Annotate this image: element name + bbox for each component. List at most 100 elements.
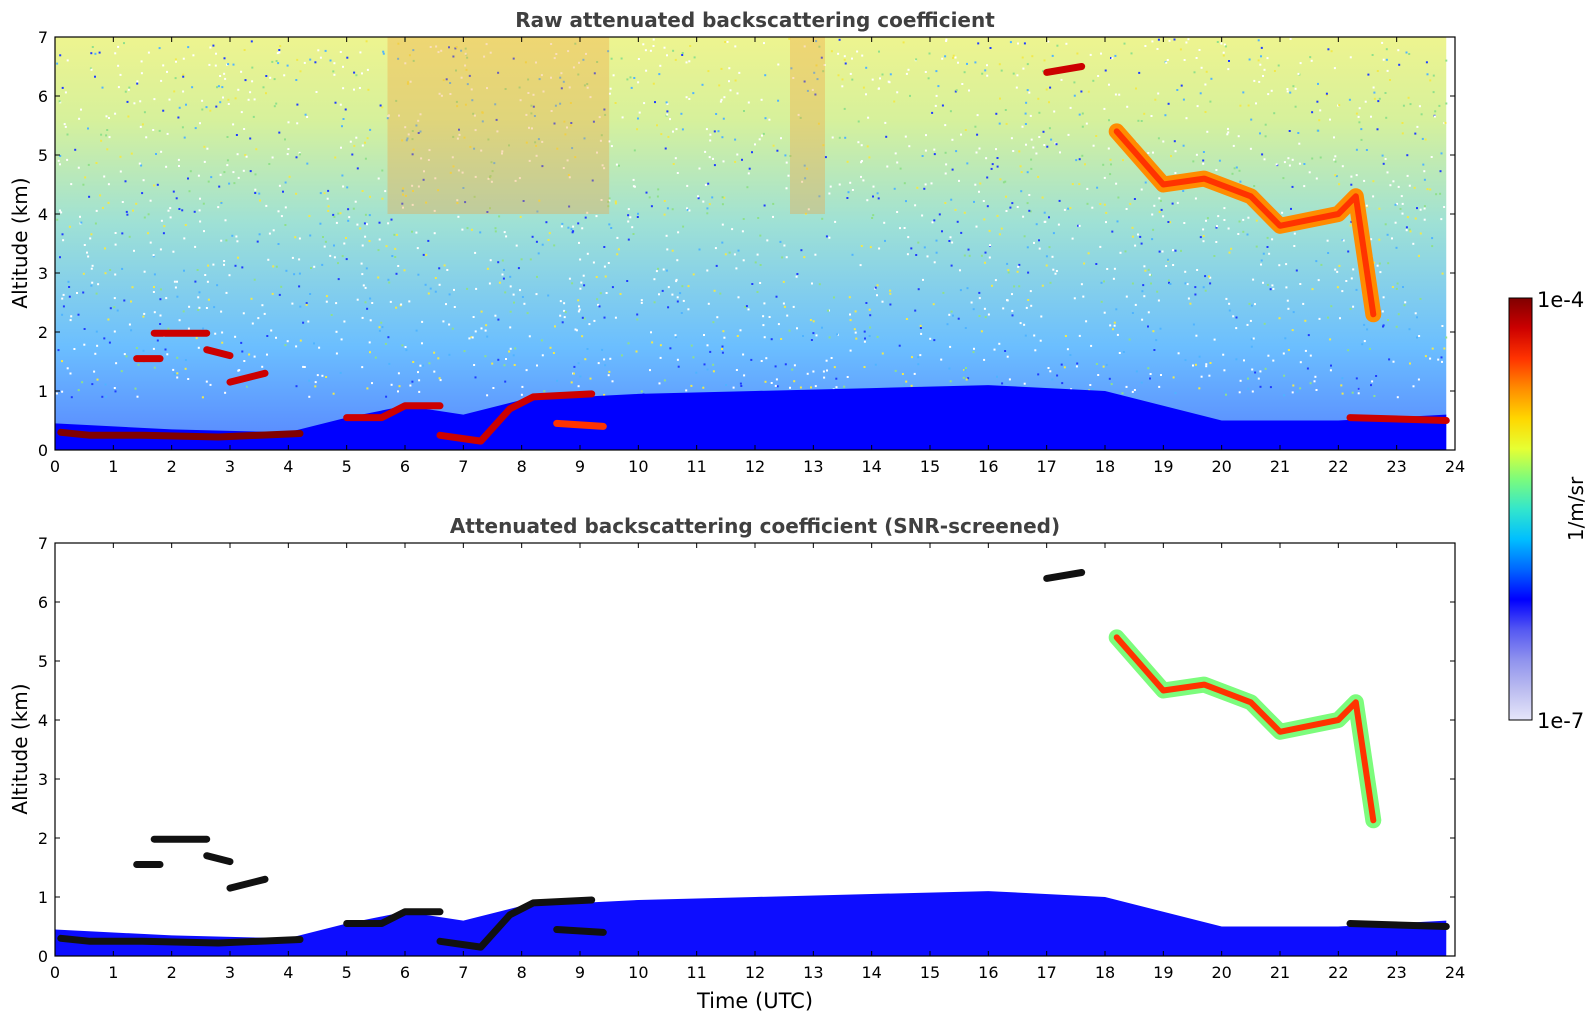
y-tick-label: 4	[38, 205, 48, 224]
x-tick-label: 8	[517, 963, 527, 982]
x-tick-label: 6	[400, 457, 410, 476]
x-tick-label: 20	[1211, 963, 1231, 982]
y-tick-label: 6	[38, 593, 48, 612]
x-tick-label: 20	[1211, 457, 1231, 476]
x-tick-label: 21	[1270, 457, 1290, 476]
x-tick-label: 8	[517, 457, 527, 476]
x-tick-label: 2	[167, 963, 177, 982]
cirrus-core	[1113, 128, 1377, 318]
x-tick-label: 0	[50, 457, 60, 476]
cloud-layer-feature	[57, 934, 304, 947]
x-tick-label: 13	[803, 457, 823, 476]
cloud-layer-feature	[436, 896, 596, 951]
cirrus-core	[1113, 634, 1377, 824]
screened-backscatter-panel: Attenuated backscattering coefficient (S…	[8, 514, 1465, 1013]
x-tick-label: 23	[1386, 963, 1406, 982]
x-tick-label: 3	[225, 457, 235, 476]
x-tick-label: 14	[861, 457, 881, 476]
raw-y-axis: 0 1 2 3 4 5 6 7	[38, 28, 1455, 460]
cloud-layer-feature	[57, 428, 304, 441]
cirrus-top-feature	[1043, 63, 1086, 76]
boundary-layer	[55, 385, 1447, 450]
x-tick-label: 5	[342, 963, 352, 982]
x-tick-label: 24	[1445, 457, 1465, 476]
x-tick-label: 6	[400, 963, 410, 982]
cloud-layer-feature	[1346, 920, 1450, 930]
x-tick-label: 11	[686, 457, 706, 476]
x-tick-label: 19	[1153, 963, 1173, 982]
screened-y-axis-label: Altitude (km)	[8, 683, 32, 814]
x-axis-label: Time (UTC)	[696, 989, 813, 1013]
screened-plot-frame	[54, 542, 1456, 957]
x-tick-label: 18	[1095, 457, 1115, 476]
raw-panel-title: Raw attenuated backscattering coefficien…	[515, 8, 995, 32]
y-tick-label: 3	[38, 770, 48, 789]
y-tick-label: 5	[38, 146, 48, 165]
y-tick-label: 1	[38, 888, 48, 907]
x-tick-label: 9	[575, 963, 585, 982]
colorbar-unit-label: 1/m/sr	[1564, 476, 1588, 541]
x-tick-label: 19	[1153, 457, 1173, 476]
cloud-layer-feature	[226, 369, 269, 386]
cloud-layer-feature	[436, 390, 596, 445]
raw-noise-patch	[790, 37, 825, 214]
y-tick-label: 1	[38, 382, 48, 401]
x-tick-label: 12	[745, 457, 765, 476]
cloud-layer-feature	[553, 926, 607, 936]
x-tick-label: 17	[1036, 457, 1056, 476]
cloud-layer-feature	[1346, 414, 1450, 424]
raw-y-axis-label: Altitude (km)	[8, 177, 32, 308]
y-tick-label: 5	[38, 652, 48, 671]
cloud-layer-feature	[203, 346, 234, 360]
y-tick-label: 4	[38, 711, 48, 730]
y-tick-label: 6	[38, 87, 48, 106]
x-tick-label: 22	[1328, 457, 1348, 476]
screened-heatmap	[55, 569, 1450, 956]
x-tick-label: 15	[920, 963, 940, 982]
x-tick-label: 16	[978, 457, 998, 476]
raw-backscatter-panel: Raw attenuated backscattering coefficien…	[8, 8, 1465, 476]
screened-panel-title: Attenuated backscattering coefficient (S…	[450, 514, 1060, 538]
x-tick-label: 16	[978, 963, 998, 982]
y-tick-label: 0	[38, 947, 48, 966]
x-tick-label: 1	[108, 963, 118, 982]
y-tick-label: 3	[38, 264, 48, 283]
y-tick-label: 7	[38, 28, 48, 47]
colorbar: 1e-4 1e-7 1/m/sr	[1508, 288, 1588, 733]
y-tick-label: 2	[38, 829, 48, 848]
raw-noise-patch	[387, 37, 610, 214]
colorbar-max-label: 1e-4	[1537, 288, 1584, 312]
x-tick-label: 23	[1386, 457, 1406, 476]
raw-x-axis: 0 1 2 3 4 5 6 7 8 9 10 11 12 13 14 15 16 17 18 19 20 21 22 23 24	[50, 37, 1465, 476]
cloud-layer-feature	[226, 875, 269, 892]
y-tick-label: 0	[38, 441, 48, 460]
raw-sky-background	[55, 37, 1447, 450]
x-tick-label: 10	[628, 963, 648, 982]
x-tick-label: 9	[575, 457, 585, 476]
cirrus-top-feature	[1043, 569, 1086, 582]
x-tick-label: 7	[458, 457, 468, 476]
colorbar-scale	[1508, 297, 1533, 721]
x-tick-label: 10	[628, 457, 648, 476]
x-tick-label: 4	[283, 963, 293, 982]
raw-heatmap	[55, 37, 1450, 450]
x-tick-label: 12	[745, 963, 765, 982]
x-tick-label: 3	[225, 963, 235, 982]
raw-noise-speckle	[55, 37, 1448, 399]
x-tick-label: 1	[108, 457, 118, 476]
y-tick-label: 2	[38, 323, 48, 342]
cloud-layer-feature	[203, 852, 234, 866]
screened-x-axis: 0 1 2 3 4 5 6 7 8 9 10 11 12 13 14 15 16 17 18 19 20 21 22 23 24	[50, 543, 1465, 982]
x-tick-label: 4	[283, 457, 293, 476]
boundary-layer	[55, 891, 1447, 956]
x-tick-label: 14	[861, 963, 881, 982]
x-tick-label: 5	[342, 457, 352, 476]
x-tick-label: 0	[50, 963, 60, 982]
cirrus-feature	[1108, 629, 1382, 829]
y-tick-label: 7	[38, 534, 48, 553]
screened-y-axis: 0 1 2 3 4 5 6 7	[38, 534, 1455, 966]
colorbar-min-label: 1e-7	[1537, 709, 1584, 733]
x-tick-label: 22	[1328, 963, 1348, 982]
x-tick-label: 17	[1036, 963, 1056, 982]
